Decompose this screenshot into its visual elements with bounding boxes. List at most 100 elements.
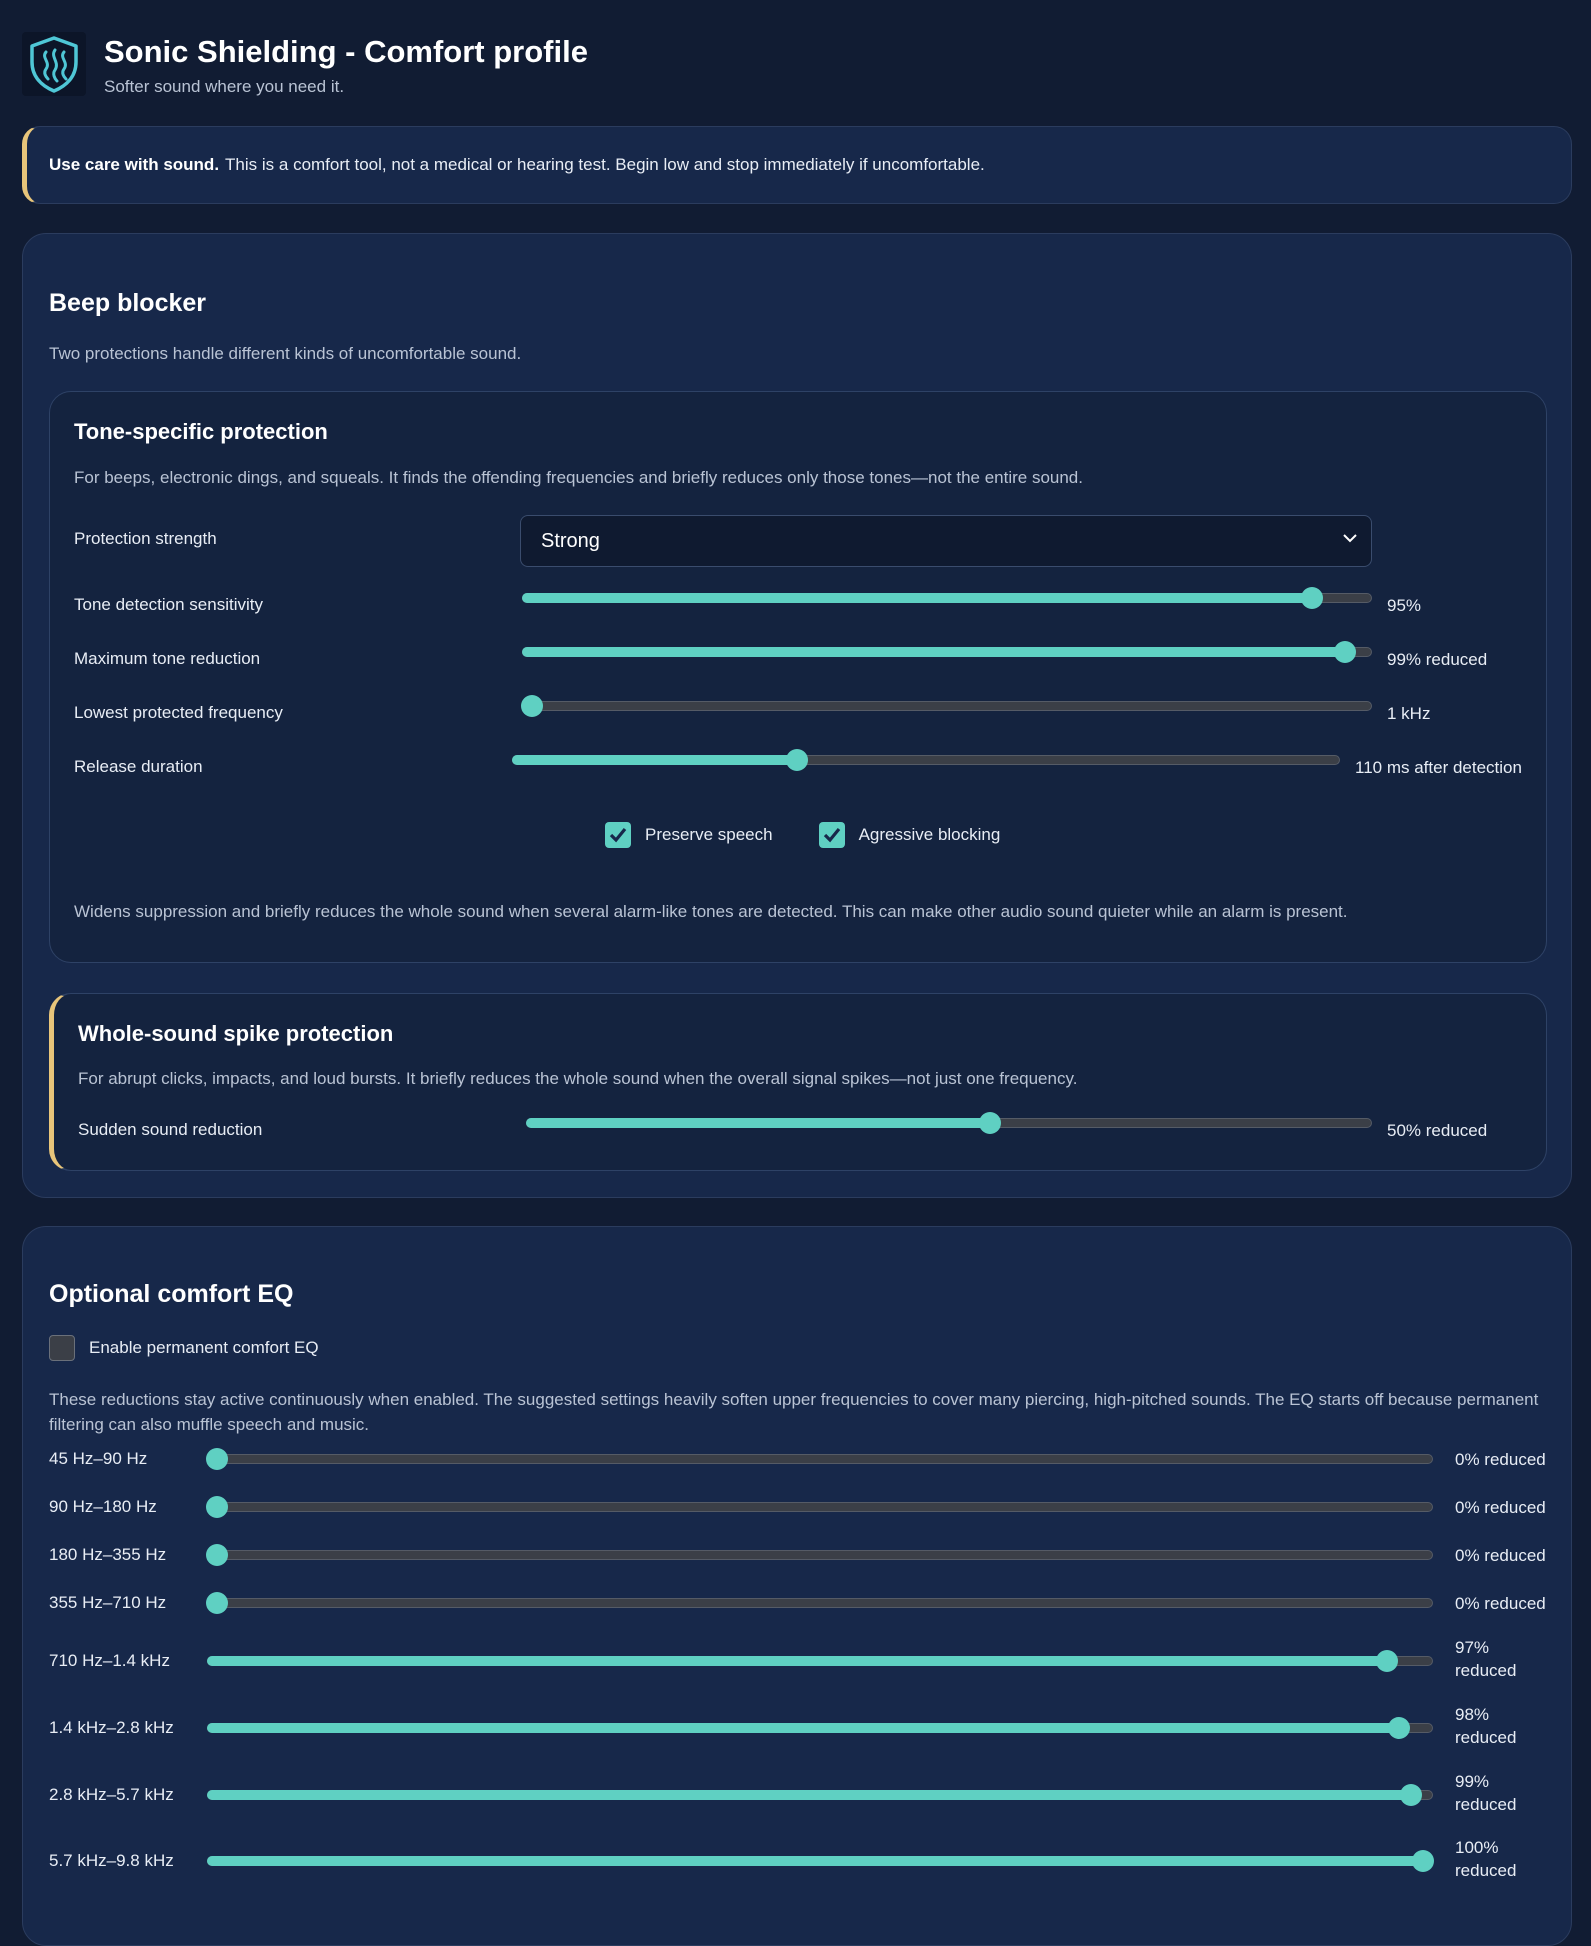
release-duration-slider[interactable] [512, 749, 1340, 771]
slider-thumb[interactable] [1399, 1784, 1422, 1806]
eq-band-value: 99% reduced [1455, 1772, 1517, 1814]
header: Sonic Shielding - Comfort profile Softer… [22, 30, 588, 97]
app-subtitle: Softer sound where you need it. [104, 77, 345, 96]
warning-bold: Use care with sound. [49, 155, 220, 174]
safety-warning: Use care with sound. This is a comfort t… [22, 126, 1572, 204]
eq-title: Optional comfort EQ [49, 1280, 294, 1308]
chevron-down-icon [1343, 534, 1357, 543]
preserve-speech-option[interactable]: Preserve speech [605, 822, 773, 848]
sudden-reduction-value: 50% reduced [1387, 1121, 1488, 1140]
eq-band-label: 1.4 kHz–2.8 kHz [49, 1718, 174, 1737]
eq-band-value: 0% reduced [1455, 1450, 1546, 1469]
tone-sensitivity-label: Tone detection sensitivity [74, 595, 263, 614]
slider-thumb[interactable] [1334, 641, 1357, 663]
slider-track [207, 1598, 1433, 1608]
enable-eq-option[interactable]: Enable permanent comfort EQ [49, 1335, 319, 1361]
slider-thumb[interactable] [1387, 1717, 1410, 1739]
eq-band-label: 5.7 kHz–9.8 kHz [49, 1851, 174, 1870]
eq-band-label: 2.8 kHz–5.7 kHz [49, 1785, 174, 1804]
eq-band-value: 0% reduced [1455, 1594, 1546, 1613]
header-text: Sonic Shielding - Comfort profile Softer… [104, 30, 588, 97]
eq-band-slider[interactable] [206, 1592, 1433, 1614]
eq-band-value: 98% reduced [1455, 1705, 1517, 1747]
slider-thumb[interactable] [1301, 587, 1324, 609]
spike-protection-description: For abrupt clicks, impacts, and loud bur… [78, 1069, 1078, 1088]
eq-band-slider[interactable] [207, 1850, 1434, 1872]
eq-band-label: 180 Hz–355 Hz [49, 1545, 167, 1564]
max-tone-reduction-slider[interactable] [522, 641, 1372, 663]
slider-fill [526, 1118, 991, 1128]
aggressive-blocking-note: Widens suppression and briefly reduces t… [74, 902, 1348, 921]
beep-blocker-card: Beep blocker Two protections handle diff… [22, 233, 1572, 1198]
eq-band-value: 0% reduced [1455, 1546, 1546, 1565]
protection-strength-value: Strong [541, 529, 600, 552]
slider-thumb[interactable] [1412, 1850, 1434, 1872]
lowest-frequency-label: Lowest protected frequency [74, 703, 283, 722]
slider-thumb[interactable] [785, 749, 808, 771]
lowest-frequency-slider[interactable] [521, 695, 1372, 717]
slider-track [207, 1454, 1433, 1464]
slider-fill [207, 1790, 1411, 1800]
eq-band-slider[interactable] [207, 1717, 1433, 1739]
slider-fill [522, 593, 1313, 603]
preserve-speech-label: Preserve speech [645, 825, 773, 844]
slider-thumb[interactable] [206, 1544, 228, 1566]
eq-band-slider[interactable] [207, 1784, 1433, 1806]
sudden-reduction-label: Sudden sound reduction [78, 1120, 263, 1139]
check-icon [823, 827, 840, 843]
slider-fill [207, 1723, 1399, 1733]
protection-strength-label: Protection strength [74, 529, 217, 548]
slider-thumb[interactable] [206, 1592, 228, 1614]
eq-band-value: 97% reduced [1455, 1638, 1517, 1680]
enable-eq-checkbox[interactable] [49, 1335, 75, 1361]
app-title: Sonic Shielding - Comfort profile [104, 34, 588, 69]
release-duration-value: 110 ms after detection [1355, 758, 1522, 777]
aggressive-blocking-option[interactable]: Agressive blocking [818, 822, 1001, 848]
tone-protection-description: For beeps, electronic dings, and squeals… [74, 468, 1083, 487]
slider-track [522, 701, 1372, 711]
slider-thumb[interactable] [206, 1448, 228, 1470]
slider-thumb[interactable] [979, 1112, 1002, 1134]
check-icon [609, 827, 627, 843]
tone-sensitivity-slider[interactable] [522, 587, 1372, 609]
tone-protection-title: Tone-specific protection [74, 419, 328, 444]
eq-band-slider[interactable] [206, 1544, 1433, 1566]
aggressive-blocking-checkbox[interactable] [818, 822, 845, 848]
spike-protection-title: Whole-sound spike protection [78, 1021, 394, 1046]
max-tone-reduction-label: Maximum tone reduction [74, 649, 261, 668]
slider-track [207, 1550, 1433, 1560]
max-tone-reduction-value: 99% reduced [1387, 650, 1488, 669]
eq-band-label: 355 Hz–710 Hz [49, 1593, 167, 1612]
protection-strength-select[interactable]: Strong [520, 515, 1372, 567]
shield-logo-icon [22, 31, 86, 96]
beep-blocker-title: Beep blocker [49, 289, 207, 317]
spike-protection-card: Whole-sound spike protection For abrupt … [49, 993, 1547, 1171]
eq-description: These reductions stay active continuousl… [49, 1390, 1539, 1434]
eq-band-label: 45 Hz–90 Hz [49, 1449, 148, 1468]
slider-fill [522, 647, 1346, 657]
warning-text: This is a comfort tool, not a medical or… [225, 155, 985, 174]
slider-thumb[interactable] [206, 1496, 228, 1518]
eq-band-slider[interactable] [207, 1650, 1433, 1672]
beep-blocker-description: Two protections handle different kinds o… [49, 344, 522, 363]
preserve-speech-checkbox[interactable] [605, 822, 631, 848]
aggressive-blocking-label: Agressive blocking [858, 825, 1001, 844]
eq-band-slider[interactable] [206, 1448, 1433, 1470]
eq-band-slider[interactable] [206, 1496, 1433, 1518]
eq-band-value: 0% reduced [1455, 1498, 1546, 1517]
eq-band-label: 90 Hz–180 Hz [49, 1497, 157, 1516]
slider-fill [207, 1656, 1387, 1666]
slider-track [207, 1502, 1433, 1512]
sudden-reduction-slider[interactable] [526, 1112, 1372, 1134]
slider-fill [207, 1856, 1423, 1866]
eq-band-label: 710 Hz–1.4 kHz [49, 1651, 170, 1670]
slider-thumb[interactable] [1375, 1650, 1398, 1672]
enable-eq-label: Enable permanent comfort EQ [89, 1338, 319, 1357]
tone-sensitivity-value: 95% [1387, 596, 1422, 615]
slider-fill [512, 755, 797, 765]
eq-band-value: 100% reduced [1455, 1838, 1517, 1880]
tone-protection-card: Tone-specific protection For beeps, elec… [49, 391, 1547, 963]
page: Sonic Shielding - Comfort profile Softer… [22, 30, 1572, 1946]
slider-thumb[interactable] [521, 695, 543, 717]
comfort-eq-card: Optional comfort EQ Enable permanent com… [22, 1226, 1572, 1946]
